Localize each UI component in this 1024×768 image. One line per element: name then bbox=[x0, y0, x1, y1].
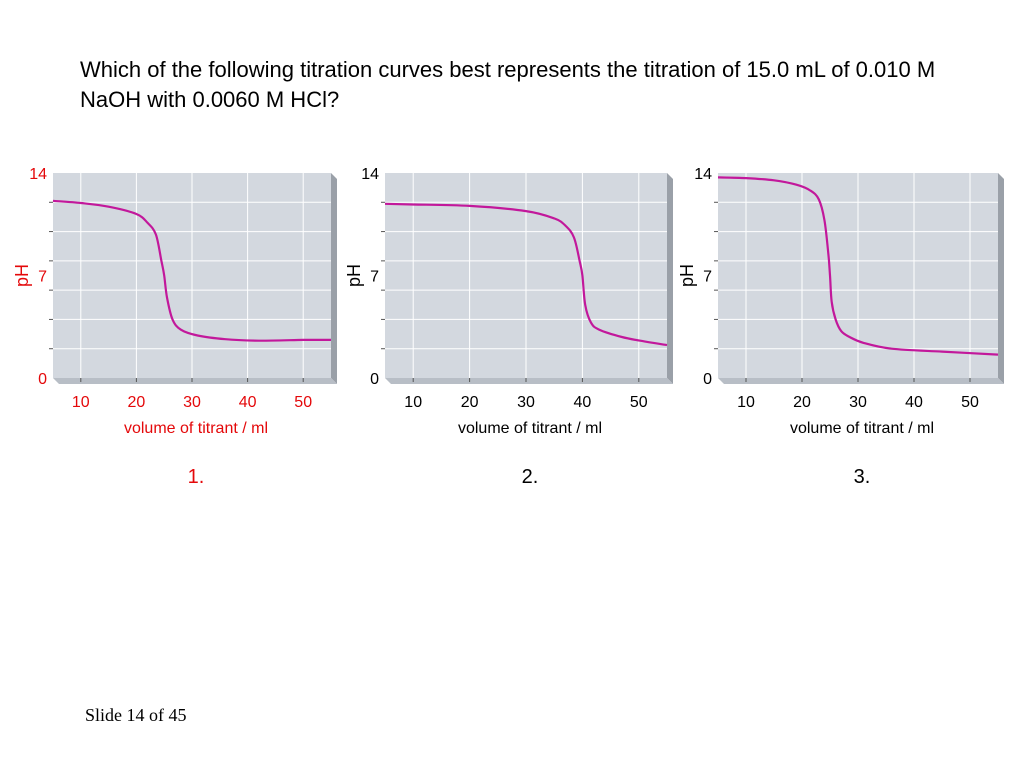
option-label: 1. bbox=[188, 466, 205, 488]
x-tick-label: 50 bbox=[294, 394, 312, 411]
slide-counter: Slide 14 of 45 bbox=[85, 705, 187, 725]
plot-shadow-bottom bbox=[385, 378, 673, 384]
y-tick-label: 0 bbox=[370, 371, 379, 388]
x-axis-label: volume of titrant / ml bbox=[124, 420, 268, 437]
titration-curve bbox=[52, 199, 332, 342]
x-tick-label: 40 bbox=[239, 394, 257, 411]
y-tick-label: 0 bbox=[38, 371, 47, 388]
y-axis-label: pH bbox=[12, 264, 32, 287]
y-tick-label: 14 bbox=[361, 166, 379, 183]
plot-shadow-side bbox=[331, 173, 337, 384]
x-tick-label: 10 bbox=[72, 394, 90, 411]
chart-3: 0 7 14 10 20 30 40 50 volume of titrant / ml pH 3. bbox=[677, 166, 1004, 488]
y-tick-label: 14 bbox=[694, 166, 712, 183]
y-tick-label: 14 bbox=[29, 166, 47, 183]
y-tick-label: 0 bbox=[703, 371, 712, 388]
chart-2: 0 7 14 10 20 30 40 50 volume of titrant / ml pH 2. bbox=[344, 166, 673, 488]
x-tick-label: 20 bbox=[128, 394, 146, 411]
question-text: Which of the following titration curves … bbox=[80, 57, 936, 112]
x-tick-label: 40 bbox=[905, 394, 923, 411]
titration-charts: 0 7 14 10 20 30 40 50 volume of titrant / ml pH 1.… bbox=[12, 166, 1004, 488]
x-tick-label: 20 bbox=[793, 394, 811, 411]
x-tick-label: 10 bbox=[404, 394, 422, 411]
x-axis-label: volume of titrant / ml bbox=[790, 420, 934, 437]
x-tick-label: 40 bbox=[574, 394, 592, 411]
plot-shadow-side bbox=[667, 173, 673, 384]
titration-curve bbox=[717, 176, 999, 356]
x-tick-label: 30 bbox=[517, 394, 535, 411]
y-tick-label: 7 bbox=[370, 269, 379, 286]
option-label: 3. bbox=[854, 466, 871, 488]
x-axis-label: volume of titrant / ml bbox=[458, 420, 602, 437]
option-label: 2. bbox=[522, 466, 539, 488]
y-axis-label: pH bbox=[344, 264, 364, 287]
y-axis-label: pH bbox=[677, 264, 697, 287]
x-tick-label: 20 bbox=[461, 394, 479, 411]
chart-1: 0 7 14 10 20 30 40 50 volume of titrant / ml pH 1. bbox=[12, 166, 337, 488]
x-tick-label: 30 bbox=[183, 394, 201, 411]
x-tick-label: 50 bbox=[961, 394, 979, 411]
x-tick-label: 50 bbox=[630, 394, 648, 411]
plot-shadow-bottom bbox=[53, 378, 337, 384]
plot-shadow-side bbox=[998, 173, 1004, 384]
x-tick-label: 10 bbox=[737, 394, 755, 411]
plot-shadow-bottom bbox=[718, 378, 1004, 384]
titration-curve bbox=[384, 202, 668, 347]
y-tick-label: 7 bbox=[703, 269, 712, 286]
y-tick-label: 7 bbox=[38, 269, 47, 286]
x-tick-label: 30 bbox=[849, 394, 867, 411]
